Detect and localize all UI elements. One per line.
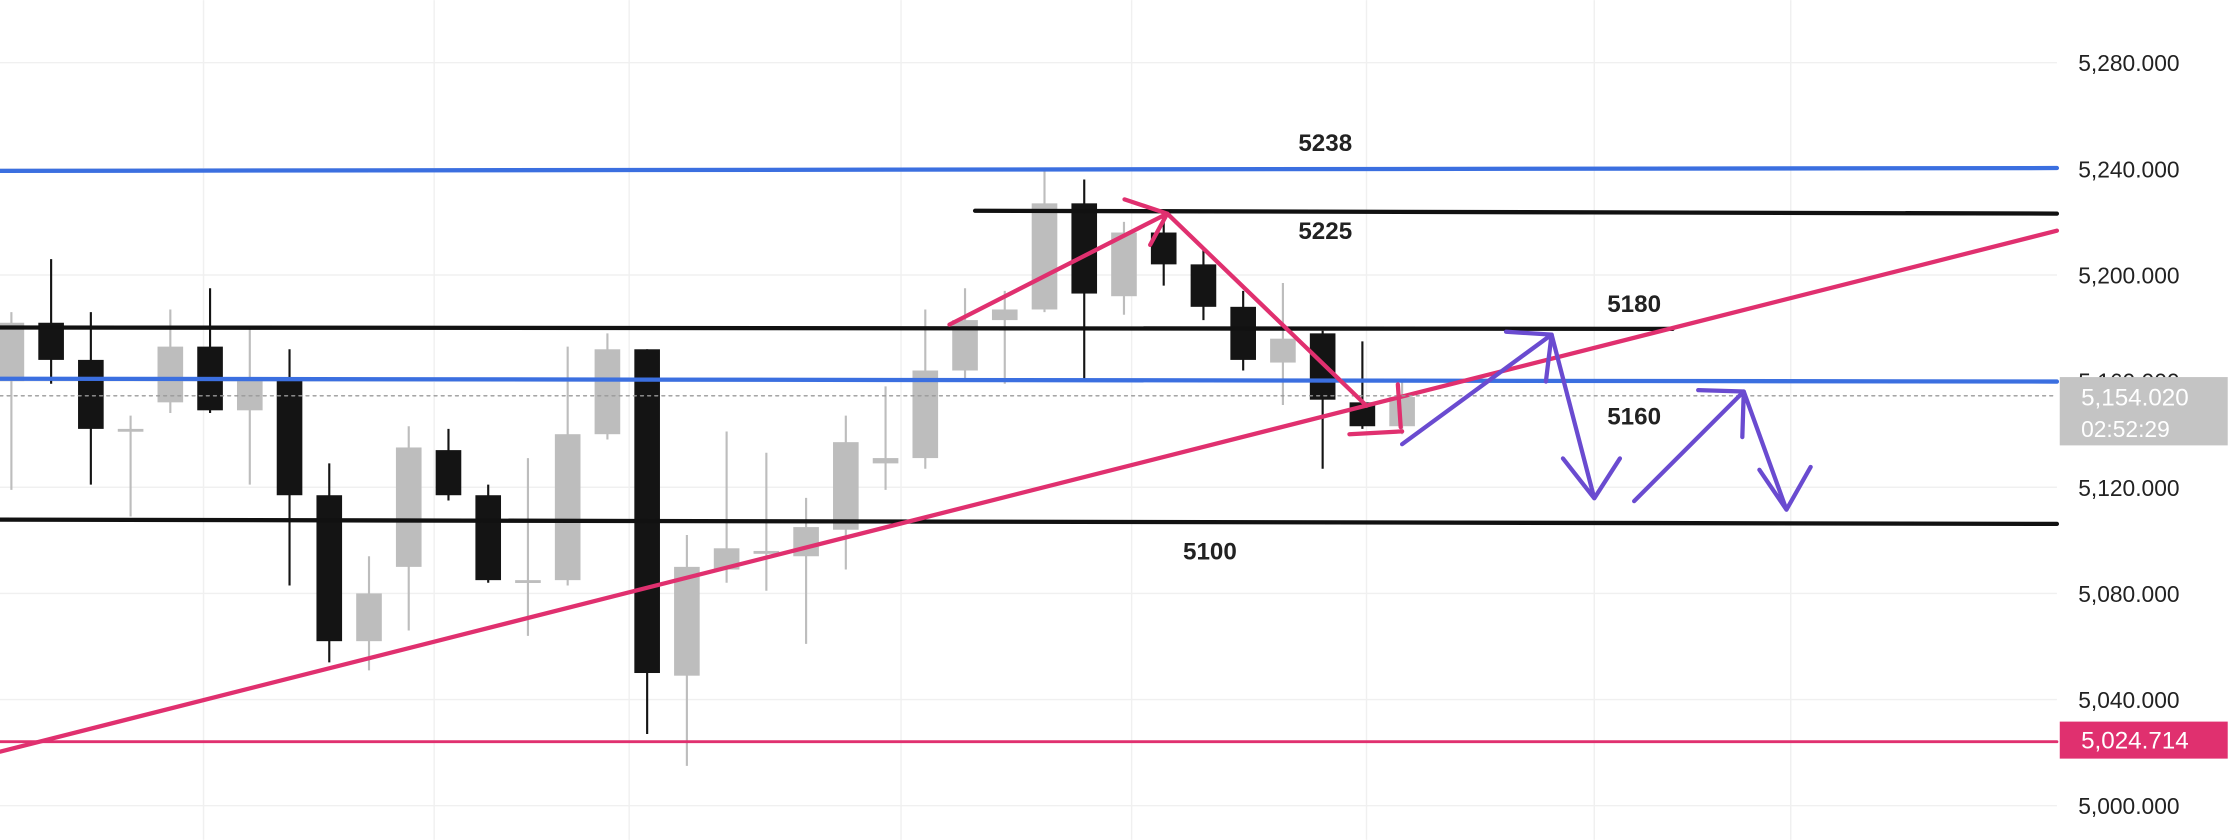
candle-body xyxy=(515,580,541,583)
annotation: 5225 xyxy=(1298,218,1352,245)
annotation: 5100 xyxy=(1183,538,1237,565)
y-tick-label: 5,120.000 xyxy=(2078,475,2179,501)
candle-body xyxy=(276,378,303,496)
level-line xyxy=(0,325,1675,332)
candle-body xyxy=(1031,203,1058,310)
candle-body xyxy=(1270,338,1296,363)
candle-body xyxy=(117,428,144,432)
trend-line xyxy=(0,228,2060,754)
y-tick-label: 5,200.000 xyxy=(2078,263,2179,289)
candle-body xyxy=(594,349,621,435)
candle-body xyxy=(1230,306,1256,360)
level-line xyxy=(972,208,2060,216)
annotation: 5180 xyxy=(1607,291,1661,318)
arrow xyxy=(1549,332,1623,501)
candle-body xyxy=(912,370,939,459)
candle-body xyxy=(78,359,104,429)
candle-body xyxy=(157,346,184,403)
countdown-label: 02:52:29 xyxy=(2081,416,2170,442)
candle-body xyxy=(674,566,700,676)
resistance-line xyxy=(0,165,2060,174)
candle-body xyxy=(435,450,462,496)
y-tick-label: 5,240.000 xyxy=(2078,156,2179,182)
arrow xyxy=(1741,389,1813,512)
candle-body xyxy=(1190,264,1217,307)
candle-body xyxy=(236,378,263,411)
support-line xyxy=(0,376,2060,384)
price-axis: 5,000.0005,040.0005,080.0005,120.0005,16… xyxy=(2059,50,2228,819)
candle-body xyxy=(1309,333,1336,400)
last-price-label: 5,154.020 xyxy=(2081,385,2189,412)
candle-body xyxy=(554,434,581,581)
candle-body xyxy=(356,593,382,642)
level-line xyxy=(0,517,2060,527)
annotation: 5238 xyxy=(1298,130,1352,157)
candle-body xyxy=(0,322,25,382)
annotation: 5160 xyxy=(1607,403,1661,430)
y-tick-label: 5,000.000 xyxy=(2078,793,2179,819)
candle-body xyxy=(475,495,502,581)
arrow xyxy=(1399,329,1554,447)
grid xyxy=(0,0,2057,840)
candle-body xyxy=(395,447,422,567)
candle-body xyxy=(833,442,859,530)
candle-body xyxy=(316,495,343,642)
arrow xyxy=(1347,382,1405,437)
candle-body xyxy=(991,309,1018,321)
candles xyxy=(0,168,1415,766)
drawings xyxy=(0,165,2060,754)
y-tick-label: 5,080.000 xyxy=(2078,581,2179,607)
candle-body xyxy=(634,349,660,674)
level-label: 5,024.714 xyxy=(2081,728,2189,755)
last-price-box xyxy=(2059,377,2228,446)
y-tick-label: 5,280.000 xyxy=(2078,50,2179,76)
arrow xyxy=(1165,211,1369,408)
candle-body xyxy=(1111,232,1137,297)
candle-body xyxy=(753,550,780,554)
level-box xyxy=(2059,721,2228,759)
candle-body xyxy=(1071,203,1098,294)
candle-body xyxy=(872,458,899,464)
y-tick-label: 5,040.000 xyxy=(2078,687,2179,713)
